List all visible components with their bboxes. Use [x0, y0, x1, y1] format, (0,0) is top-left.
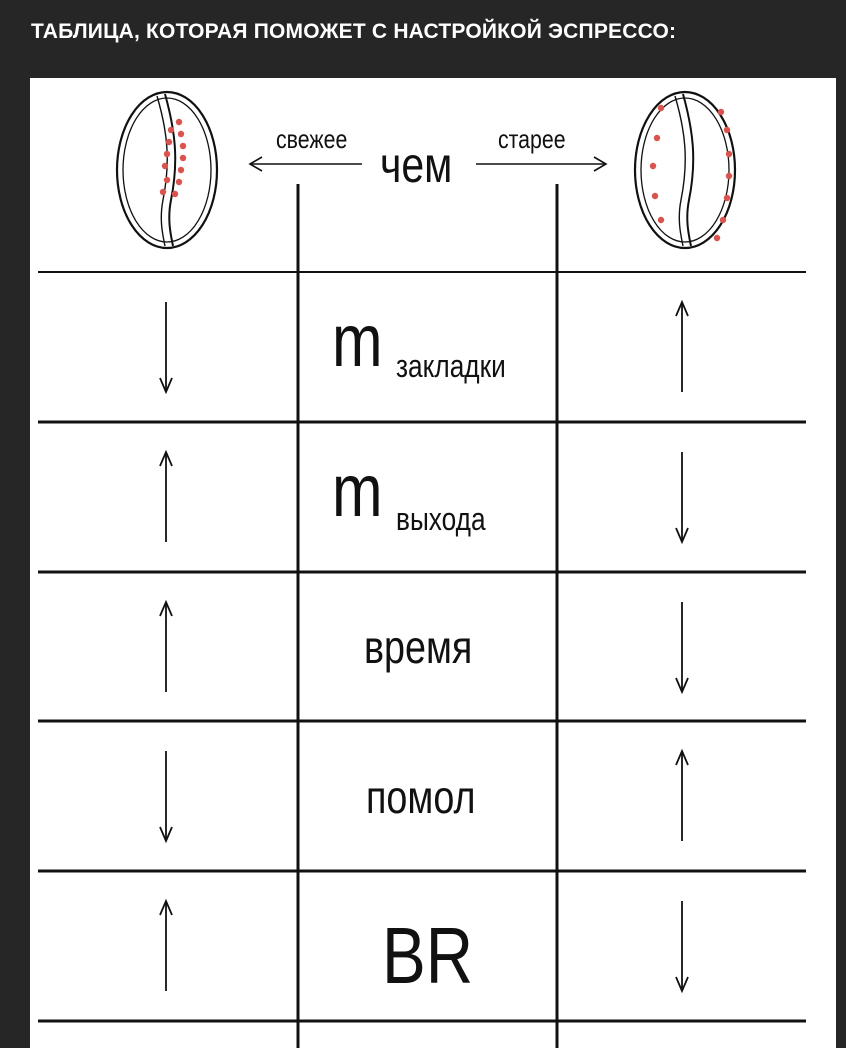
row-main-label: время	[364, 621, 473, 673]
fresher-label: свежее	[276, 124, 348, 154]
bean-dot	[725, 150, 733, 158]
fresh-coffee-bean-icon	[115, 90, 219, 250]
bean-dot	[177, 166, 185, 174]
bean-dot	[653, 134, 661, 142]
bean-dot	[657, 104, 665, 112]
page-title: ТАБЛИЦА, КОТОРАЯ ПОМОЖЕТ С НАСТРОЙКОЙ ЭС…	[31, 20, 677, 43]
bean-dot	[163, 150, 171, 158]
arrow-up-icon	[675, 748, 689, 841]
bean-dot	[163, 176, 171, 184]
bean-dot	[175, 118, 183, 126]
bean-dot	[723, 126, 731, 134]
arrow-up-icon	[159, 449, 173, 542]
bean-dot	[159, 188, 167, 196]
bean-dot	[717, 108, 725, 116]
bean-dot	[649, 162, 657, 170]
bean-dot	[725, 172, 733, 180]
bean-dot	[179, 142, 187, 150]
bean-dot	[161, 162, 169, 170]
espresso-table: свежее чем старее m закладки m выхода вр…	[30, 78, 836, 1048]
page-header: ТАБЛИЦА, КОТОРАЯ ПОМОЖЕТ С НАСТРОЙКОЙ ЭС…	[0, 0, 846, 78]
bean-dot	[657, 216, 665, 224]
bean-dot	[177, 130, 185, 138]
fresher-arrow	[248, 156, 362, 172]
arrow-down-icon	[159, 751, 173, 844]
arrow-up-icon	[159, 599, 173, 692]
row-sub-label: выхода	[396, 501, 486, 537]
row-sub-label: закладки	[396, 348, 506, 384]
row-main-label: m	[332, 299, 383, 382]
bean-dot	[175, 178, 183, 186]
arrow-up-icon	[159, 898, 173, 991]
arrow-up-icon	[675, 299, 689, 392]
older-arrow	[476, 156, 608, 172]
bean-dot	[723, 194, 731, 202]
bean-dot	[171, 190, 179, 198]
arrow-down-icon	[675, 452, 689, 545]
arrow-down-icon	[675, 602, 689, 695]
row-main-label: BR	[382, 911, 474, 1000]
arrow-down-icon	[159, 302, 173, 395]
than-label: чем	[380, 137, 453, 193]
older-label: старее	[498, 124, 566, 154]
arrow-down-icon	[675, 901, 689, 994]
bean-dot	[719, 216, 727, 224]
bean-dot	[167, 126, 175, 134]
bean-dot	[713, 234, 721, 242]
table-grid	[38, 90, 806, 1048]
row-main-label: помол	[366, 771, 476, 823]
old-coffee-bean-icon	[633, 90, 737, 250]
bean-dot	[179, 154, 187, 162]
row-main-label: m	[332, 449, 383, 532]
bean-dot	[165, 138, 173, 146]
bean-dot	[651, 192, 659, 200]
